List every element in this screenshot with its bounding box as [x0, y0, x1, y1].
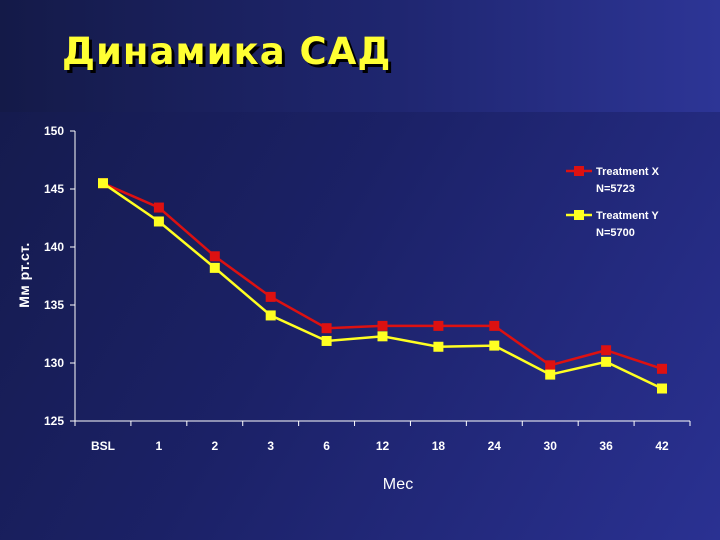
data-point — [433, 341, 444, 352]
data-point — [377, 320, 388, 331]
x-tick-label: BSL — [91, 439, 115, 453]
x-tick-label: 3 — [267, 439, 274, 453]
y-tick-label: 140 — [44, 240, 64, 254]
legend-label: Treatment X — [596, 166, 660, 178]
data-point — [545, 360, 556, 371]
legend-marker — [574, 210, 584, 220]
series-1 — [98, 178, 667, 374]
chart-legend: Treatment X N=5723 Treatment Y N=5700 — [566, 166, 660, 239]
legend-label: Treatment Y — [596, 210, 659, 222]
y-tick-label: 135 — [44, 298, 64, 312]
data-point — [657, 383, 667, 394]
legend-n-label: N=5723 — [596, 183, 635, 195]
data-point — [601, 356, 612, 367]
y-tick-label: 145 — [44, 182, 64, 196]
x-tick-label: 6 — [323, 439, 330, 453]
x-tick-label: 42 — [655, 439, 669, 453]
y-tick-labels: 125 130 135 140 145 150 — [44, 124, 75, 428]
x-tick-labels: BSL 1 2 3 6 12 18 24 30 36 42 — [74, 421, 691, 453]
data-point — [489, 320, 500, 331]
data-point — [265, 310, 276, 321]
data-point — [98, 178, 108, 189]
legend-item-2: Treatment Y N=5700 — [566, 210, 659, 239]
x-tick-label: 2 — [211, 439, 218, 453]
x-tick-label: 1 — [156, 439, 163, 453]
x-axis-label: Мес — [383, 476, 413, 493]
legend-item-1: Treatment X N=5723 — [566, 166, 660, 195]
series-2 — [98, 178, 667, 394]
y-tick-label: 150 — [44, 124, 64, 138]
data-point — [153, 202, 164, 213]
x-tick-label: 12 — [376, 439, 390, 453]
data-point — [489, 340, 500, 351]
slide-title: Динамика САД — [62, 30, 392, 73]
data-point — [433, 320, 444, 331]
x-tick-label: 24 — [488, 439, 502, 453]
legend-marker — [574, 166, 584, 176]
data-point — [545, 369, 556, 380]
y-tick-label: 125 — [44, 414, 64, 428]
data-point — [321, 335, 332, 346]
data-point — [209, 251, 220, 262]
chart-series — [98, 178, 667, 394]
legend-n-label: N=5700 — [596, 227, 635, 239]
chart-axes — [74, 131, 690, 422]
data-point — [209, 262, 220, 273]
y-tick-label: 130 — [44, 356, 64, 370]
data-point — [153, 216, 164, 227]
data-point — [601, 345, 612, 356]
data-point — [265, 291, 276, 302]
x-tick-label: 30 — [544, 439, 558, 453]
title-band — [0, 0, 720, 112]
data-point — [657, 363, 667, 374]
data-point — [377, 331, 388, 342]
x-tick-label: 18 — [432, 439, 446, 453]
x-tick-label: 36 — [599, 439, 613, 453]
data-point — [321, 323, 332, 334]
